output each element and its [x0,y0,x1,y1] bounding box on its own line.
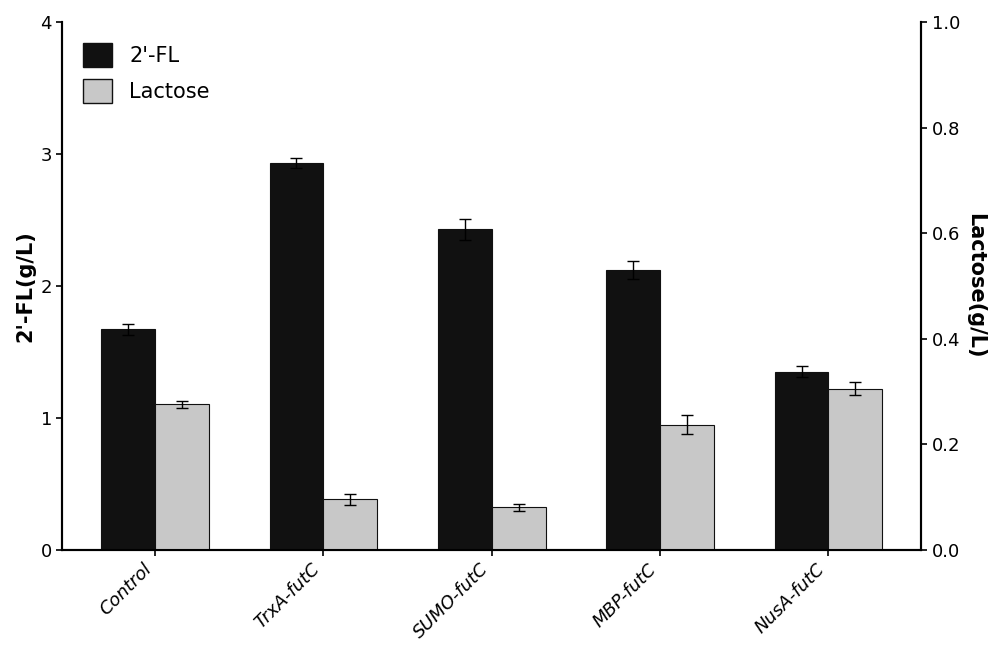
Bar [101,329,155,549]
Y-axis label: 2'-FL(g/L): 2'-FL(g/L) [15,230,35,342]
Bar [606,270,660,549]
Y-axis label: Lactose(g/L): Lactose(g/L) [965,213,985,359]
Bar [660,424,714,549]
Bar [492,507,546,549]
Bar [775,371,828,549]
Bar [155,405,209,549]
Legend: 2'-FL, Lactose: 2'-FL, Lactose [73,32,220,114]
Bar [438,229,492,549]
Bar [323,499,377,549]
Bar [270,163,323,549]
Bar [828,389,882,549]
